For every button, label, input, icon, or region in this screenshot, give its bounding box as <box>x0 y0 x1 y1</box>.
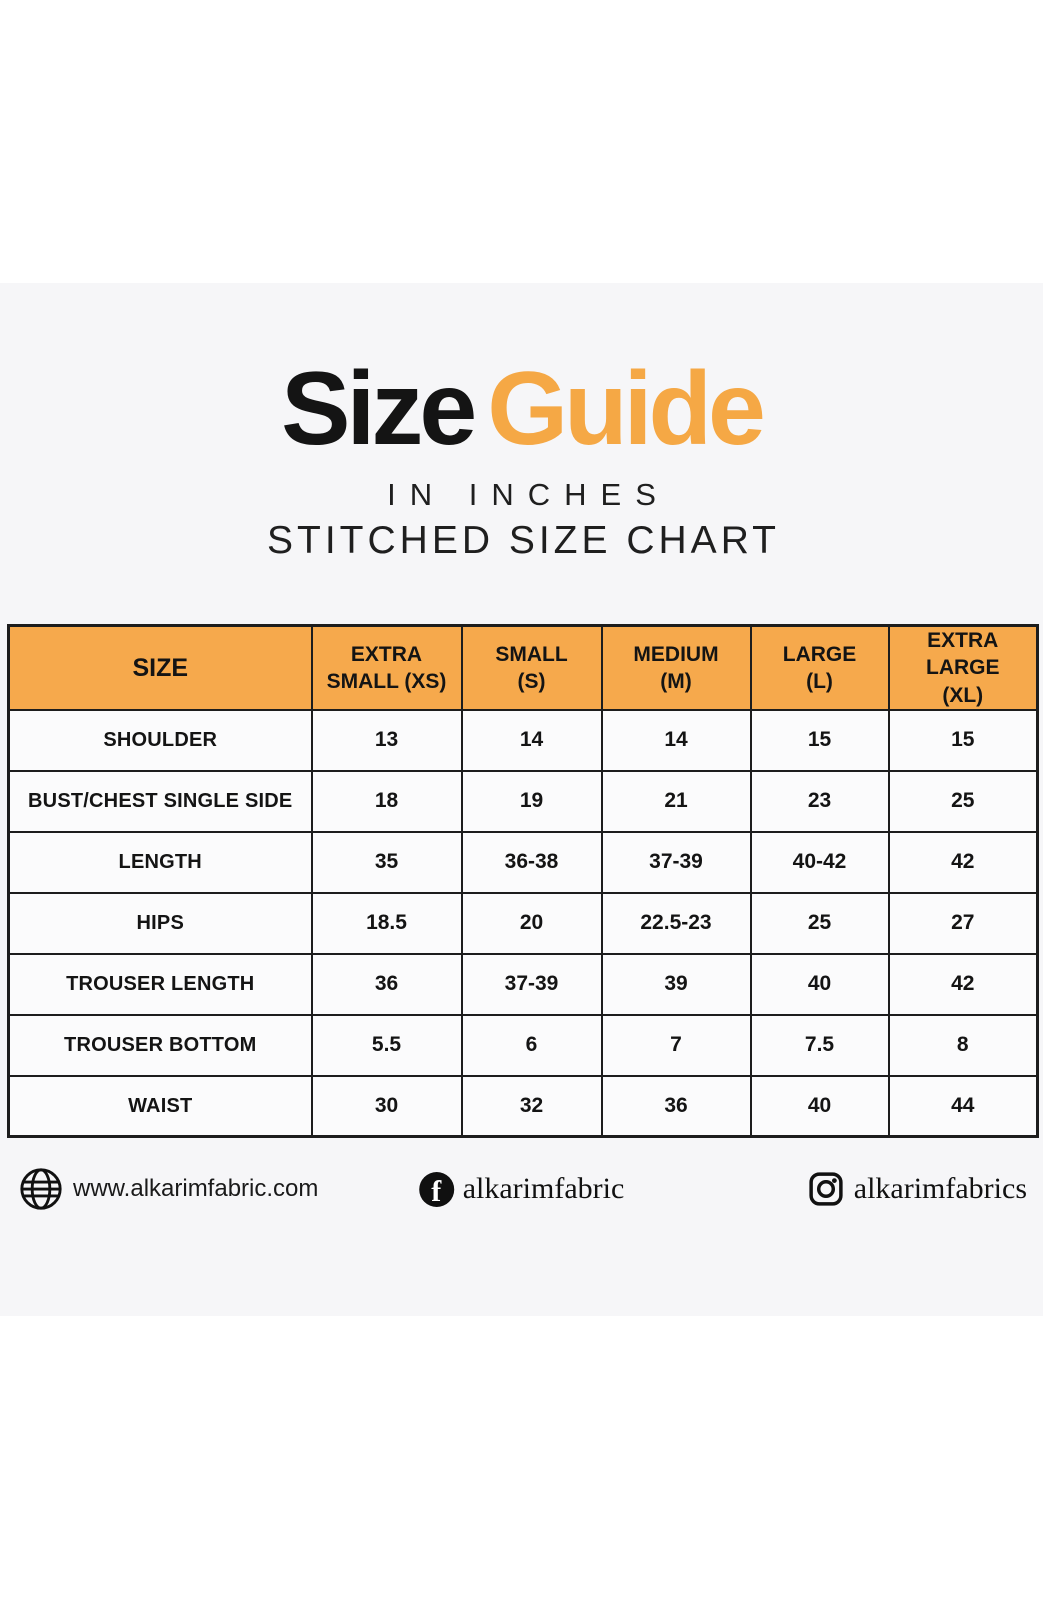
instagram-icon <box>807 1170 845 1208</box>
title-word-guide: Guide <box>487 351 766 467</box>
facebook-icon: f <box>418 1171 454 1207</box>
cell: 18 <box>310 769 463 833</box>
facebook-link[interactable]: f alkarimfabric <box>418 1157 625 1221</box>
row-label: TROUSER LENGTH <box>7 952 313 1016</box>
cell: 18.5 <box>310 891 463 955</box>
cell: 30 <box>310 1074 463 1138</box>
row-label: SHOULDER <box>7 708 313 772</box>
subtitle-in-inches: IN INCHES <box>387 477 670 512</box>
table-header-row: SIZE EXTRA SMALL (XS) SMALL (S) MEDIUM (… <box>7 624 1039 711</box>
table-row-trouser-length: TROUSER LENGTH 36 37-39 39 40 42 <box>7 952 1039 1016</box>
subtitle-stitched-size-chart: STITCHED SIZE CHART <box>267 519 780 562</box>
cell: 27 <box>887 891 1039 955</box>
instagram-handle: alkarimfabrics <box>853 1172 1027 1205</box>
cell: 20 <box>460 891 603 955</box>
row-label: LENGTH <box>7 830 313 894</box>
cell: 44 <box>887 1074 1039 1138</box>
column-header-extra-large: EXTRA LARGE (XL) <box>887 624 1039 711</box>
table-row-length: LENGTH 35 36-38 37-39 40-42 42 <box>7 830 1039 894</box>
cell: 21 <box>600 769 752 833</box>
content-band: Size Guide IN INCHES STITCHED SIZE CHART … <box>0 283 1043 1316</box>
column-header-large: LARGE (L) <box>749 624 890 711</box>
cell: 36 <box>310 952 463 1016</box>
cell: 37-39 <box>460 952 603 1016</box>
row-label: WAIST <box>7 1074 313 1138</box>
cell: 40 <box>749 952 890 1016</box>
globe-icon <box>18 1166 64 1212</box>
cell: 42 <box>887 952 1039 1016</box>
row-label: HIPS <box>7 891 313 955</box>
cell: 36 <box>600 1074 752 1138</box>
cell: 5.5 <box>310 1013 463 1077</box>
cell: 25 <box>887 769 1039 833</box>
cell: 36-38 <box>460 830 603 894</box>
page-title: Size Guide <box>0 354 1043 464</box>
cell: 25 <box>749 891 890 955</box>
cell: 40 <box>749 1074 890 1138</box>
website-link[interactable]: www.alkarimfabric.com <box>18 1157 318 1221</box>
table-row-trouser-bottom: TROUSER BOTTOM 5.5 6 7 7.5 8 <box>7 1013 1039 1077</box>
column-header-extra-small: EXTRA SMALL (XS) <box>310 624 463 711</box>
row-label: BUST/CHEST SINGLE SIDE <box>7 769 313 833</box>
cell: 8 <box>887 1013 1039 1077</box>
cell: 7.5 <box>749 1013 890 1077</box>
cell: 37-39 <box>600 830 752 894</box>
cell: 15 <box>887 708 1039 772</box>
cell: 42 <box>887 830 1039 894</box>
cell: 35 <box>310 830 463 894</box>
website-text: www.alkarimfabric.com <box>73 1175 319 1202</box>
cell: 14 <box>460 708 603 772</box>
cell: 32 <box>460 1074 603 1138</box>
cell: 23 <box>749 769 890 833</box>
facebook-handle: alkarimfabric <box>462 1172 625 1205</box>
table-row-waist: WAIST 30 32 36 40 44 <box>7 1074 1039 1138</box>
instagram-link[interactable]: alkarimfabrics <box>807 1157 1027 1221</box>
cell: 40-42 <box>749 830 890 894</box>
row-label: TROUSER BOTTOM <box>7 1013 313 1077</box>
cell: 7 <box>600 1013 752 1077</box>
table-row-bust-chest: BUST/CHEST SINGLE SIDE 18 19 21 23 25 <box>7 769 1039 833</box>
cell: 39 <box>600 952 752 1016</box>
column-header-small: SMALL (S) <box>460 624 603 711</box>
cell: 6 <box>460 1013 603 1077</box>
cell: 19 <box>460 769 603 833</box>
table-row-hips: HIPS 18.5 20 22.5-23 25 27 <box>7 891 1039 955</box>
cell: 22.5-23 <box>600 891 752 955</box>
column-header-medium: MEDIUM (M) <box>600 624 752 711</box>
column-header-size: SIZE <box>7 624 313 711</box>
cell: 13 <box>310 708 463 772</box>
footer: www.alkarimfabric.com f alkarimfabric al… <box>0 1157 1043 1221</box>
size-chart-table: SIZE EXTRA SMALL (XS) SMALL (S) MEDIUM (… <box>7 624 1039 1139</box>
title-word-size: Size <box>281 351 477 467</box>
cell: 14 <box>600 708 752 772</box>
table-row-shoulder: SHOULDER 13 14 14 15 15 <box>7 708 1039 772</box>
cell: 15 <box>749 708 890 772</box>
